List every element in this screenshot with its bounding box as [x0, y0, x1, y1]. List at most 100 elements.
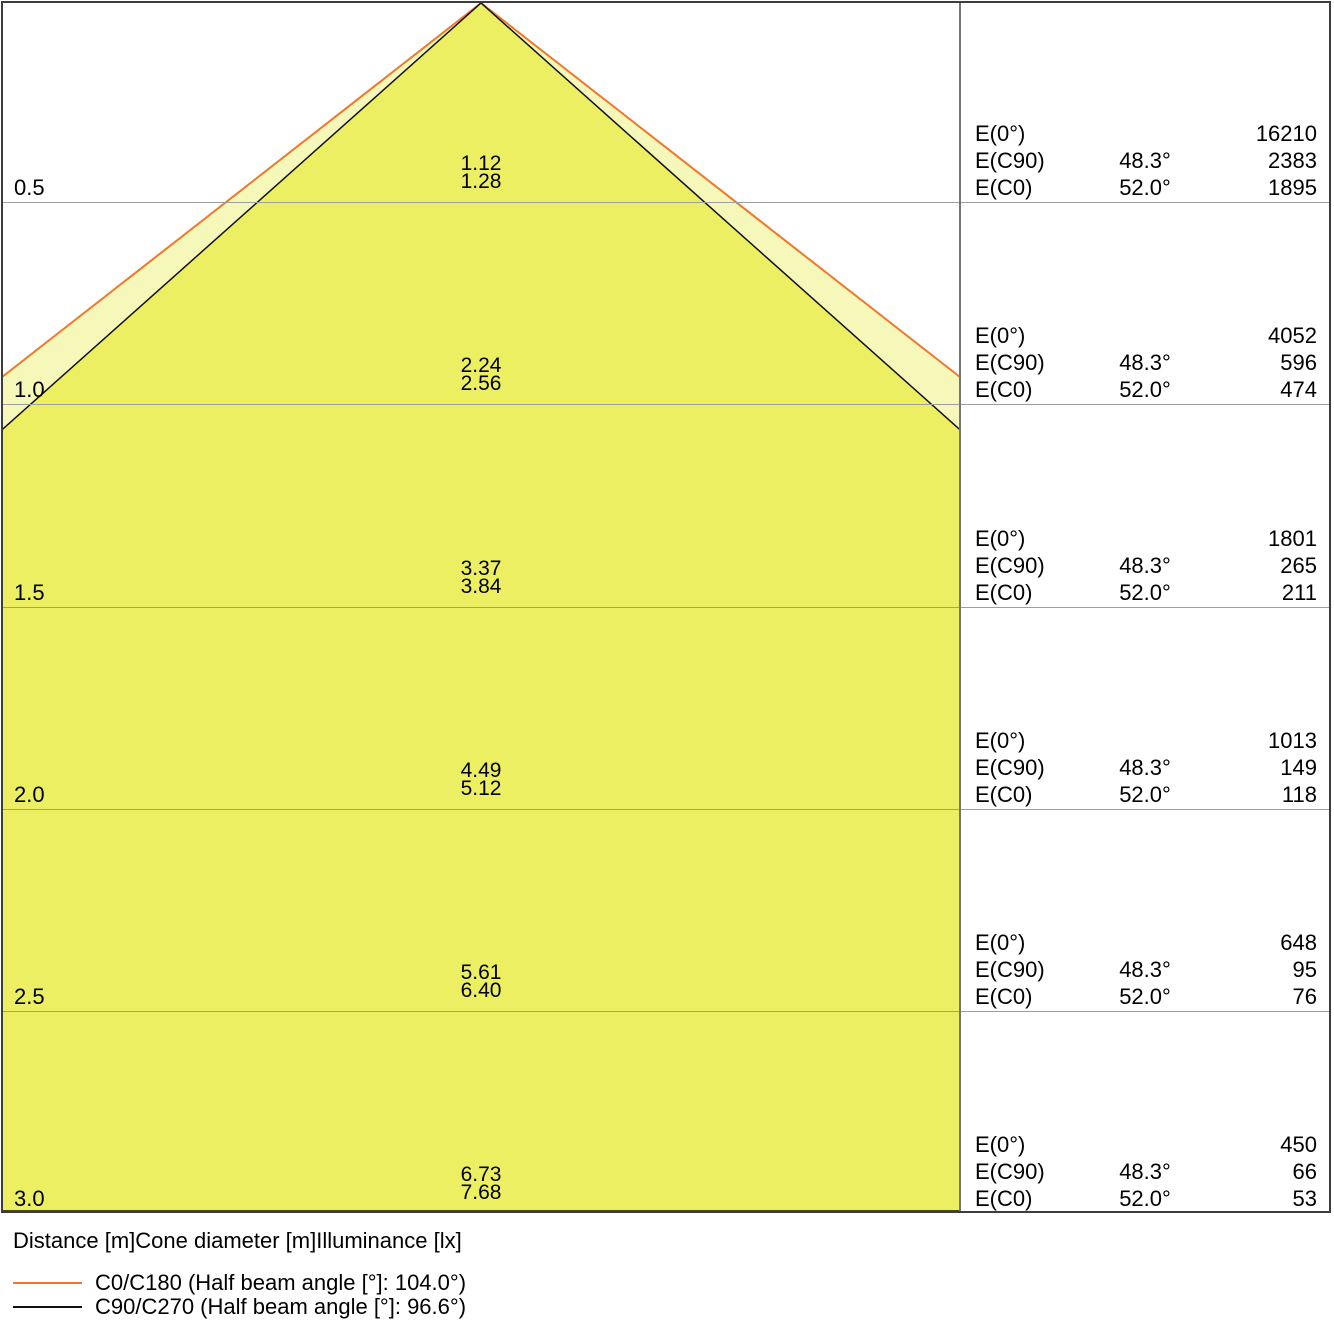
ec0-angle: 52.0°: [1119, 175, 1171, 200]
cone-diameter-c0: 2.56: [460, 372, 502, 395]
cone-diameter-labels: 5.61 6.40: [406, 961, 556, 1001]
e0-row: E(0°) 1801: [961, 525, 1329, 552]
ec0-row: E(C0) 52.0° 76: [961, 983, 1329, 1010]
panel-divider: [959, 3, 961, 1211]
ec90-angle: 48.3°: [1119, 148, 1171, 173]
illuminance-block: E(0°) 1013 E(C90) 48.3° 149 E(C0) 52.0° …: [961, 727, 1329, 808]
ec90-angle: 48.3°: [1119, 350, 1171, 375]
ec0-angle: 52.0°: [1119, 984, 1171, 1009]
ec0-row: E(C0) 52.0° 474: [961, 376, 1329, 403]
e0-row: E(0°) 648: [961, 929, 1329, 956]
ec90-value: 2383: [1268, 148, 1317, 173]
ec0-value: 211: [1281, 580, 1317, 605]
ec90-row: E(C90) 48.3° 2383: [961, 147, 1329, 174]
distance-tick-label: 2.5: [14, 984, 45, 1009]
legend-label-c0: C0/C180 (Half beam angle [°]: 104.0°): [95, 1270, 467, 1295]
distance-tick-label: 2.0: [14, 782, 45, 807]
ec0-value: 53: [1292, 1186, 1317, 1211]
illuminance-block: E(0°) 1801 E(C90) 48.3° 265 E(C0) 52.0° …: [961, 525, 1329, 606]
ec0-angle: 52.0°: [1119, 1186, 1171, 1211]
cone-diameter-labels: 1.12 1.28: [406, 152, 556, 193]
ec0-value: 474: [1280, 377, 1317, 402]
gridline-1.5m: [3, 607, 1331, 608]
e0-row: E(0°) 450: [961, 1131, 1329, 1158]
cone-diameter-c90: 6.73: [460, 1163, 502, 1186]
ec90-value: 149: [1280, 755, 1317, 780]
distance-tick-label: 1.0: [14, 377, 45, 402]
illuminance-block: E(0°) 648 E(C90) 48.3° 95 E(C0) 52.0° 76: [961, 929, 1329, 1010]
gridline-2.5m: [3, 1011, 1331, 1012]
ec0-label: E(C0): [975, 580, 1033, 605]
ec90-label: E(C90): [975, 755, 1045, 780]
ec0-row: E(C0) 52.0° 53: [961, 1185, 1329, 1212]
ec0-label: E(C0): [975, 377, 1033, 402]
ec90-angle: 48.3°: [1119, 957, 1171, 982]
illuminance-block: E(0°) 16210 E(C90) 48.3° 2383 E(C0) 52.0…: [961, 120, 1329, 201]
gridline-1.0m: [3, 404, 1331, 405]
e0-label: E(0°): [975, 526, 1026, 551]
ec90-label: E(C90): [975, 1159, 1045, 1184]
e0-row: E(0°) 4052: [961, 322, 1329, 349]
ec90-row: E(C90) 48.3° 66: [961, 1158, 1329, 1185]
e0-value: 450: [1280, 1132, 1317, 1157]
ec90-label: E(C90): [975, 148, 1045, 173]
cone-diameter-c0: 1.28: [460, 170, 502, 193]
ec90-row: E(C90) 48.3° 265: [961, 552, 1329, 579]
e0-label: E(0°): [975, 121, 1026, 146]
ec90-label: E(C90): [975, 553, 1045, 578]
ec90-label: E(C90): [975, 350, 1045, 375]
ec90-angle: 48.3°: [1119, 1159, 1171, 1184]
e0-label: E(0°): [975, 323, 1026, 348]
e0-value: 16210: [1255, 121, 1317, 146]
axis-caption: Distance [m]Cone diameter [m]Illuminance…: [13, 1228, 462, 1253]
ec90-angle: 48.3°: [1119, 553, 1171, 578]
ec90-row: E(C90) 48.3° 95: [961, 956, 1329, 983]
ec90-value: 265: [1280, 553, 1317, 578]
ec0-value: 118: [1281, 782, 1317, 807]
ec0-row: E(C0) 52.0° 118: [961, 781, 1329, 808]
ec0-label: E(C0): [975, 782, 1033, 807]
illuminance-block: E(0°) 4052 E(C90) 48.3° 596 E(C0) 52.0° …: [961, 322, 1329, 403]
cone-diameter-c90: 4.49: [460, 759, 502, 782]
e0-value: 648: [1280, 930, 1317, 955]
e0-label: E(0°): [975, 930, 1026, 955]
e0-value: 1013: [1268, 728, 1317, 753]
cone-diameter-labels: 4.49 5.12: [406, 759, 556, 800]
legend-line-c0-icon: [13, 1282, 82, 1284]
cone-diameter-labels: 3.37 3.84: [406, 557, 556, 597]
ec0-label: E(C0): [975, 175, 1033, 200]
ec90-row: E(C90) 48.3° 149: [961, 754, 1329, 781]
cone-diameter-c90: 3.37: [460, 557, 502, 580]
ec0-angle: 52.0°: [1119, 782, 1171, 807]
cone-diameter-c0: 5.12: [460, 777, 502, 800]
ec90-value: 95: [1292, 957, 1317, 982]
ec0-label: E(C0): [975, 984, 1033, 1009]
ec0-row: E(C0) 52.0° 211: [961, 579, 1329, 606]
cone-diameter-c90: 1.12: [460, 152, 502, 175]
distance-tick-label: 1.5: [14, 580, 45, 605]
cone-diameter-c90: 5.61: [460, 961, 502, 984]
cone-diameter-labels: 6.73 7.68: [406, 1163, 556, 1204]
ec90-value: 596: [1280, 350, 1317, 375]
e0-value: 1801: [1268, 526, 1317, 551]
e0-row: E(0°) 1013: [961, 727, 1329, 754]
illuminance-block: E(0°) 450 E(C90) 48.3° 66 E(C0) 52.0° 53: [961, 1131, 1329, 1212]
cone-diameter-labels: 2.24 2.56: [406, 354, 556, 395]
ec90-label: E(C90): [975, 957, 1045, 982]
ec0-value: 1895: [1268, 175, 1317, 200]
ec0-angle: 52.0°: [1119, 377, 1171, 402]
ec90-angle: 48.3°: [1119, 755, 1171, 780]
e0-row: E(0°) 16210: [961, 120, 1329, 147]
distance-tick-label: 0.5: [14, 175, 45, 200]
ec0-value: 76: [1292, 984, 1317, 1009]
ec0-row: E(C0) 52.0° 1895: [961, 174, 1329, 201]
ec90-row: E(C90) 48.3° 596: [961, 349, 1329, 376]
cone-diameter-c0: 7.68: [460, 1181, 502, 1204]
legend-line-c90-icon: [13, 1306, 82, 1308]
e0-label: E(0°): [975, 728, 1026, 753]
cone-diameter-c90: 2.24: [460, 354, 502, 377]
e0-label: E(0°): [975, 1132, 1026, 1157]
gridline-2.0m: [3, 809, 1331, 810]
legend-label-c90: C90/C270 (Half beam angle [°]: 96.6°): [95, 1294, 467, 1319]
